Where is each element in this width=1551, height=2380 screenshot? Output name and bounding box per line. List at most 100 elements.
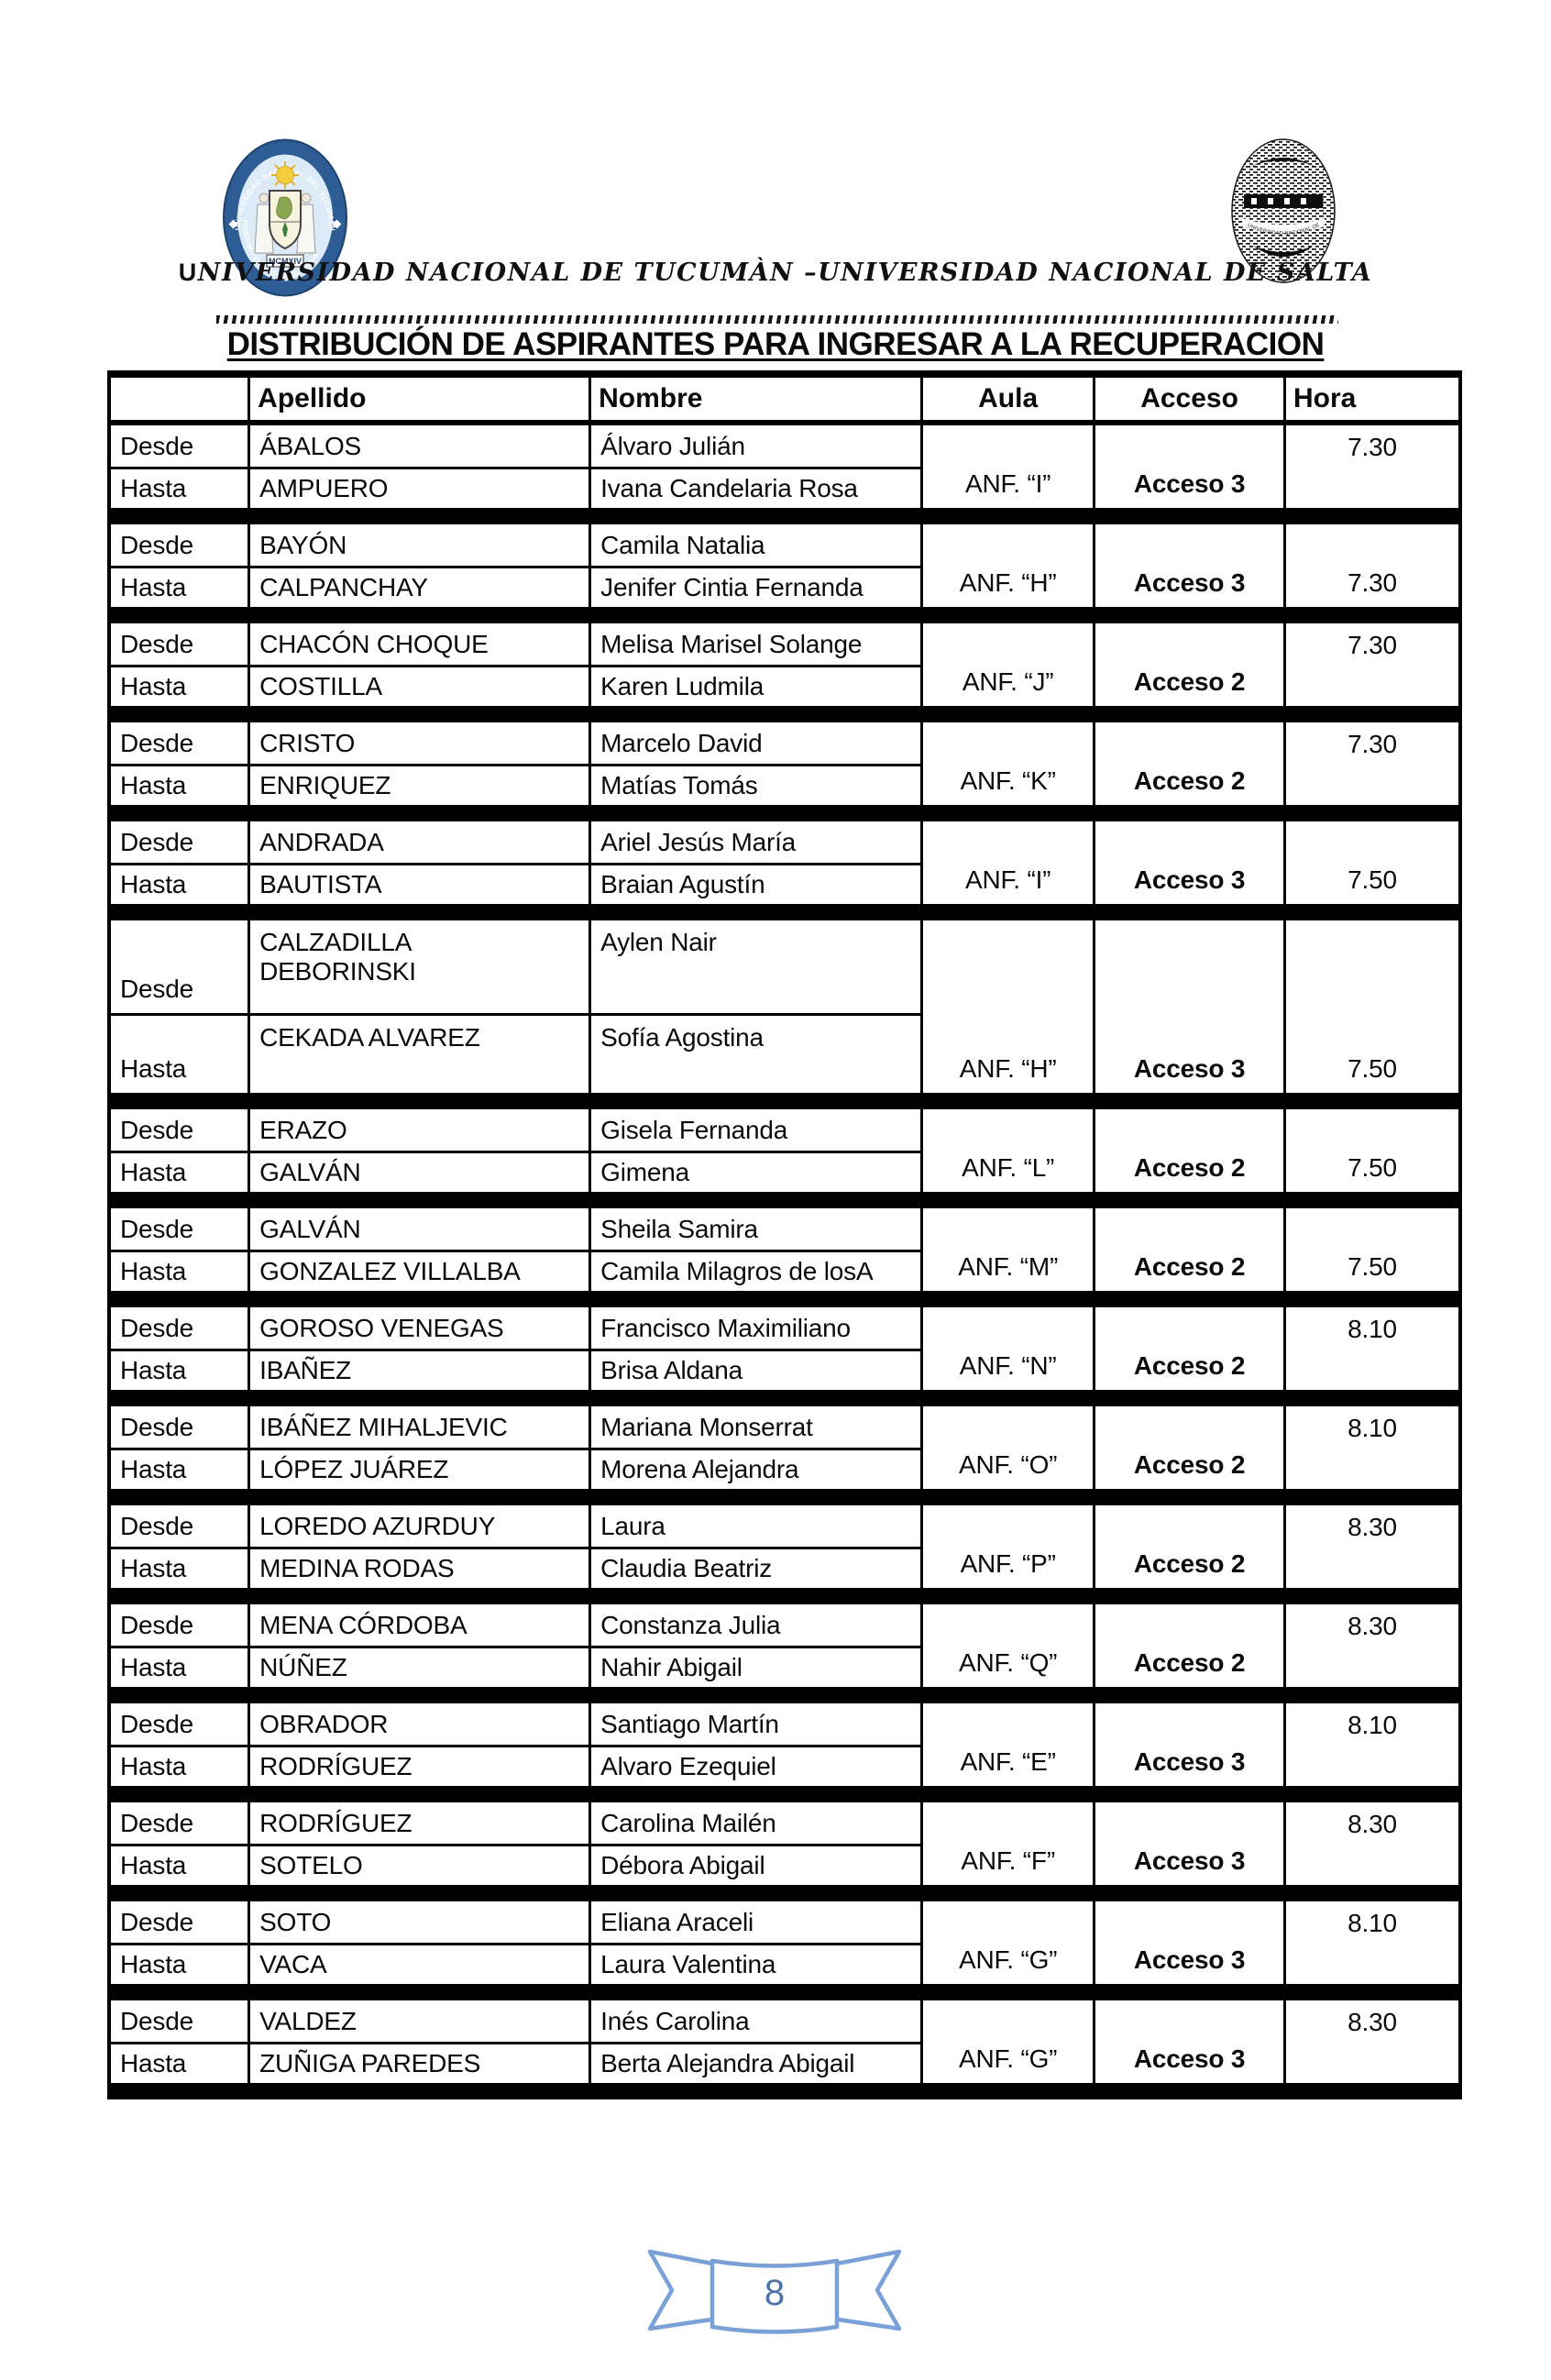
table-block: Desde RODRÍGUEZ Carolina Mailén Hasta SO… (111, 1802, 1458, 1885)
range-label-desde: Desde (111, 1109, 251, 1151)
table-block: Desde GALVÁN Sheila Samira Hasta GONZALE… (111, 1208, 1458, 1291)
range-label-hasta: Hasta (111, 1448, 251, 1489)
range-label-hasta: Hasta (111, 764, 251, 805)
apellido-hasta: IBAÑEZ (250, 1349, 592, 1390)
table-block: Desde ÁBALOS Álvaro Julián Hasta AMPUERO… (111, 425, 1458, 508)
hora-cell: 8.30 (1348, 1810, 1397, 1838)
hora-cell: 8.30 (1348, 1513, 1397, 1541)
range-label-desde: Desde (111, 1901, 251, 1943)
aula-cell: ANF. “Q” (923, 1604, 1096, 1687)
block-separator (111, 1093, 1458, 1109)
range-label-hasta: Hasta (111, 566, 251, 607)
range-label-desde: Desde (111, 623, 251, 665)
table-header-row: Apellido Nombre Aula Acceso Hora (111, 378, 1458, 425)
range-label-hasta: Hasta (111, 1745, 251, 1786)
apellido-desde: SOTO (250, 1901, 592, 1943)
nombre-hasta: Débora Abigail (591, 1844, 924, 1885)
nombre-hasta: Alvaro Ezequiel (591, 1745, 924, 1786)
header-aula: Aula (923, 378, 1096, 420)
aula-cell: ANF. “I” (923, 821, 1096, 904)
table-block: Desde MENA CÓRDOBA Constanza Julia Hasta… (111, 1604, 1458, 1687)
aula-cell: ANF. “H” (923, 920, 1096, 1093)
acceso-cell: Acceso 2 (1095, 1604, 1287, 1687)
range-label-hasta: Hasta (111, 1349, 251, 1390)
nombre-hasta: Morena Alejandra (591, 1448, 924, 1489)
acceso-cell: Acceso 3 (1095, 1901, 1287, 1984)
block-separator (111, 1786, 1458, 1802)
range-label-hasta: Hasta (111, 1250, 251, 1291)
apellido-desde: GOROSO VENEGAS (250, 1307, 592, 1349)
apellido-hasta: AMPUERO (250, 467, 592, 508)
apellido-desde: RODRÍGUEZ (250, 1802, 592, 1844)
header-hora: Hora (1293, 383, 1357, 413)
separator-dashes (216, 315, 1338, 324)
distribution-table: Apellido Nombre Aula Acceso Hora Desde Á… (107, 370, 1462, 2099)
aula-cell: ANF. “H” (923, 524, 1096, 607)
block-separator (111, 1291, 1458, 1307)
block-separator (111, 607, 1458, 623)
acceso-cell: Acceso 2 (1095, 623, 1287, 706)
hora-cell: 7.50 (1348, 865, 1397, 894)
apellido-desde: BAYÓN (250, 524, 592, 566)
apellido-desde: ERAZO (250, 1109, 592, 1151)
acceso-cell: Acceso 3 (1095, 920, 1287, 1093)
apellido-hasta: MEDINA RODAS (250, 1547, 592, 1588)
hora-cell: 7.50 (1348, 1054, 1397, 1083)
mcmxiv-banner: MCMXIV (266, 254, 304, 268)
range-label-hasta: Hasta (111, 2042, 251, 2083)
table-block: Desde BAYÓN Camila Natalia Hasta CALPANC… (111, 524, 1458, 607)
apellido-hasta: NÚÑEZ (250, 1646, 592, 1687)
acceso-cell: Acceso 2 (1095, 1208, 1287, 1291)
aula-cell: ANF. “L” (923, 1109, 1096, 1192)
nombre-desde: Constanza Julia (591, 1604, 924, 1646)
aula-cell: ANF. “G” (923, 1901, 1096, 1984)
range-label-desde: Desde (111, 1406, 251, 1448)
acceso-cell: Acceso 2 (1095, 722, 1287, 805)
hora-cell: 7.30 (1348, 631, 1397, 659)
hora-cell: 7.50 (1348, 1252, 1397, 1281)
nombre-desde: Ariel Jesús María (591, 821, 924, 863)
block-separator (111, 1885, 1458, 1901)
hora-cell: 7.30 (1348, 433, 1397, 461)
aula-cell: ANF. “E” (923, 1703, 1096, 1786)
aula-cell: ANF. “K” (923, 722, 1096, 805)
range-label-desde: Desde (111, 2000, 251, 2042)
block-separator (111, 1489, 1458, 1505)
range-label-hasta: Hasta (111, 467, 251, 508)
aula-cell: ANF. “G” (923, 2000, 1096, 2083)
nombre-desde: Mariana Monserrat (591, 1406, 924, 1448)
apellido-hasta: GALVÁN (250, 1151, 592, 1192)
apellido-desde: CALZADILLA DEBORINSKI (250, 920, 592, 1013)
range-label-desde: Desde (111, 1307, 251, 1349)
nombre-hasta: Sofía Agostina (591, 1013, 924, 1093)
apellido-desde: CRISTO (250, 722, 592, 764)
apellido-desde: LOREDO AZURDUY (250, 1505, 592, 1547)
nombre-desde: Francisco Maximiliano (591, 1307, 924, 1349)
nombre-hasta: Camila Milagros de losA (591, 1250, 924, 1291)
apellido-desde: GALVÁN (250, 1208, 592, 1250)
acceso-cell: Acceso 2 (1095, 1307, 1287, 1390)
hora-cell: 7.50 (1348, 1153, 1397, 1182)
table-block: Desde CALZADILLA DEBORINSKI Aylen Nair H… (111, 920, 1458, 1093)
nombre-desde: Álvaro Julián (591, 425, 924, 467)
block-separator (111, 706, 1458, 722)
block-separator (111, 1984, 1458, 2000)
aula-cell: ANF. “P” (923, 1505, 1096, 1588)
nombre-desde: Gisela Fernanda (591, 1109, 924, 1151)
aula-cell: ANF. “M” (923, 1208, 1096, 1291)
nombre-hasta: Brisa Aldana (591, 1349, 924, 1390)
apellido-desde: ÁBALOS (250, 425, 592, 467)
sun-icon (271, 161, 299, 189)
range-label-desde: Desde (111, 1604, 251, 1646)
nombre-hasta: Berta Alejandra Abigail (591, 2042, 924, 2083)
table-block: Desde OBRADOR Santiago Martín Hasta RODR… (111, 1703, 1458, 1786)
nombre-desde: Melisa Marisel Solange (591, 623, 924, 665)
table-block: Desde LOREDO AZURDUY Laura Hasta MEDINA … (111, 1505, 1458, 1588)
aula-cell: ANF. “F” (923, 1802, 1096, 1885)
apellido-hasta: SOTELO (250, 1844, 592, 1885)
apellido-desde: CHACÓN CHOQUE (250, 623, 592, 665)
block-separator (111, 1192, 1458, 1208)
range-label-hasta: Hasta (111, 1013, 251, 1093)
hora-cell: 8.10 (1348, 1414, 1397, 1442)
